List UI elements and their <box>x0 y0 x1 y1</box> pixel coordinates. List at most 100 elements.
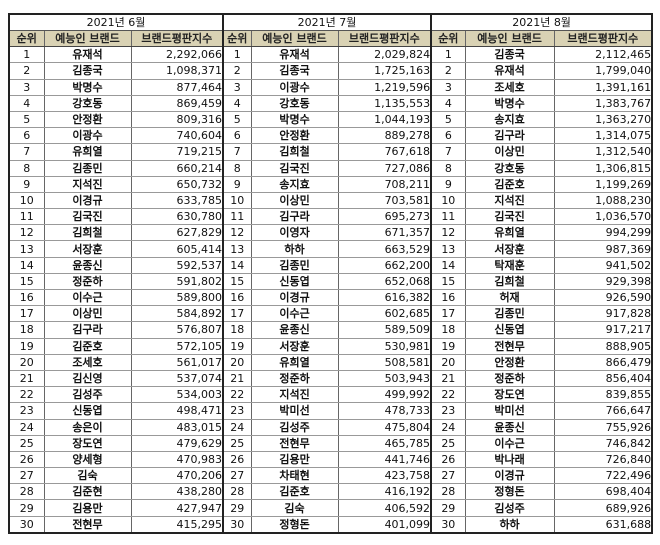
rank-cell: 25 <box>9 435 45 452</box>
rank-cell: 24 <box>9 419 45 436</box>
table-row: 18 김구라 576,807 18 윤종신 589,509 18 신동엽 917,217 <box>9 321 653 339</box>
brand-name-cell: 이수근 <box>44 289 132 307</box>
rank-cell: 21 <box>9 370 45 388</box>
brand-name-cell: 박명수 <box>44 79 132 96</box>
brand-name-cell: 강호동 <box>251 95 339 112</box>
brand-name-cell: 김구라 <box>251 208 339 226</box>
index-value-cell: 809,316 <box>131 111 224 129</box>
rank-cell: 29 <box>222 499 252 517</box>
rank-cell: 13 <box>430 240 466 258</box>
table-row: 21 김신영 537,074 21 정준하 503,943 21 정준하 856,404 <box>9 370 653 388</box>
index-value-cell: 503,943 <box>338 370 432 388</box>
table-row: 2 김종국 1,098,371 2 김종국 1,725,163 2 유재석 1,799,040 <box>9 62 653 80</box>
brand-name-cell: 강호동 <box>44 95 132 112</box>
brand-name-cell: 정형돈 <box>465 483 555 501</box>
index-value-cell: 746,842 <box>554 435 653 452</box>
brand-name-cell: 유재석 <box>251 46 339 64</box>
brand-name-cell: 이수근 <box>251 305 339 323</box>
header-rank: 순위 <box>8 30 45 48</box>
index-value-cell: 441,746 <box>338 451 432 469</box>
index-value-cell: 722,496 <box>554 467 653 485</box>
table-row: 27 김숙 470,206 27 차태현 423,758 27 이경규 722,496 <box>9 467 653 485</box>
brand-name-cell: 이영자 <box>251 224 339 242</box>
index-value-cell: 633,785 <box>131 192 224 210</box>
month-title-august: 2021년 8월 <box>430 14 653 32</box>
brand-name-cell: 박명수 <box>465 95 555 112</box>
brand-name-cell: 박명수 <box>251 111 339 129</box>
table-row: 13 서장훈 605,414 13 하하 663,529 13 서장훈 987,369 <box>9 240 653 258</box>
table-row: 11 김국진 630,780 11 김구라 695,273 11 김국진 1,036,570 <box>9 208 653 226</box>
rank-cell: 21 <box>430 370 466 388</box>
index-value-cell: 479,629 <box>131 435 224 452</box>
column-header-row: 순위 예능인 브랜드 브랜드평판지수 순위 예능인 브랜드 브랜드평판지수 순위… <box>8 30 653 48</box>
index-value-cell: 572,105 <box>131 338 224 355</box>
rank-cell: 27 <box>430 467 466 485</box>
index-value-cell: 631,688 <box>554 516 653 533</box>
rank-cell: 6 <box>9 127 45 145</box>
index-value-cell: 839,855 <box>554 386 653 404</box>
brand-name-cell: 신동엽 <box>465 321 555 339</box>
brand-name-cell: 김용만 <box>44 499 132 517</box>
rank-cell: 23 <box>9 402 45 420</box>
rank-cell: 22 <box>430 386 466 404</box>
brand-name-cell: 유재석 <box>44 46 132 64</box>
rank-cell: 17 <box>222 305 252 323</box>
rank-cell: 14 <box>9 257 45 274</box>
brand-name-cell: 김성주 <box>44 386 132 404</box>
rank-cell: 6 <box>430 127 466 145</box>
brand-name-cell: 김국진 <box>44 208 132 226</box>
brand-name-cell: 김종민 <box>251 257 339 274</box>
brand-name-cell: 안정환 <box>251 127 339 145</box>
index-value-cell: 584,892 <box>131 305 224 323</box>
rank-cell: 22 <box>222 386 252 404</box>
rank-cell: 9 <box>9 176 45 193</box>
index-value-cell: 766,647 <box>554 402 653 420</box>
index-value-cell: 1,391,161 <box>554 79 653 96</box>
rank-cell: 4 <box>222 95 252 112</box>
index-value-cell: 589,800 <box>131 289 224 307</box>
brand-name-cell: 박미선 <box>465 402 555 420</box>
brand-name-cell: 지석진 <box>465 192 555 210</box>
index-value-cell: 438,280 <box>131 483 224 501</box>
rank-cell: 28 <box>9 483 45 501</box>
brand-name-cell: 김구라 <box>465 127 555 145</box>
rank-cell: 30 <box>430 516 466 533</box>
index-value-cell: 719,215 <box>131 143 224 161</box>
rank-cell: 25 <box>222 435 252 452</box>
month-title-july: 2021년 7월 <box>222 14 432 32</box>
rank-cell: 16 <box>222 289 252 307</box>
rank-cell: 16 <box>430 289 466 307</box>
header-brand: 예능인 브랜드 <box>464 30 555 48</box>
rank-cell: 2 <box>430 62 466 80</box>
header-index: 브랜드평판지수 <box>553 30 653 48</box>
rank-cell: 19 <box>222 338 252 355</box>
rank-cell: 24 <box>222 419 252 436</box>
index-value-cell: 994,299 <box>554 224 653 242</box>
brand-name-cell: 신동엽 <box>251 273 339 291</box>
table-row: 30 전현무 415,295 30 정형돈 401,099 30 하하 631,688 <box>9 516 653 533</box>
table-row: 1 유재석 2,292,066 1 유재석 2,029,824 1 김종국 2,112,465 <box>9 46 653 64</box>
index-value-cell: 929,398 <box>554 273 653 291</box>
table-row: 16 이수근 589,800 16 이경규 616,382 16 허재 926,590 <box>9 289 653 307</box>
brand-name-cell: 송은이 <box>44 419 132 436</box>
index-value-cell: 671,357 <box>338 224 432 242</box>
rank-cell: 11 <box>430 208 466 226</box>
index-value-cell: 2,292,066 <box>131 46 224 64</box>
brand-name-cell: 박나래 <box>465 451 555 469</box>
index-value-cell: 406,592 <box>338 499 432 517</box>
rank-cell: 26 <box>222 451 252 469</box>
index-value-cell: 415,295 <box>131 516 224 533</box>
index-value-cell: 740,604 <box>131 127 224 145</box>
brand-reputation-table-container: 2021년 6월 2021년 7월 2021년 8월 순위 예능인 브랜드 브랜… <box>8 13 654 534</box>
index-value-cell: 534,003 <box>131 386 224 404</box>
brand-name-cell: 장도연 <box>44 435 132 452</box>
rank-cell: 9 <box>430 176 466 193</box>
index-value-cell: 917,828 <box>554 305 653 323</box>
index-value-cell: 592,537 <box>131 257 224 274</box>
index-value-cell: 926,590 <box>554 289 653 307</box>
brand-name-cell: 이상민 <box>251 192 339 210</box>
rank-cell: 11 <box>222 208 252 226</box>
index-value-cell: 877,464 <box>131 79 224 96</box>
index-value-cell: 2,029,824 <box>338 46 432 64</box>
index-value-cell: 1,044,193 <box>338 111 432 129</box>
